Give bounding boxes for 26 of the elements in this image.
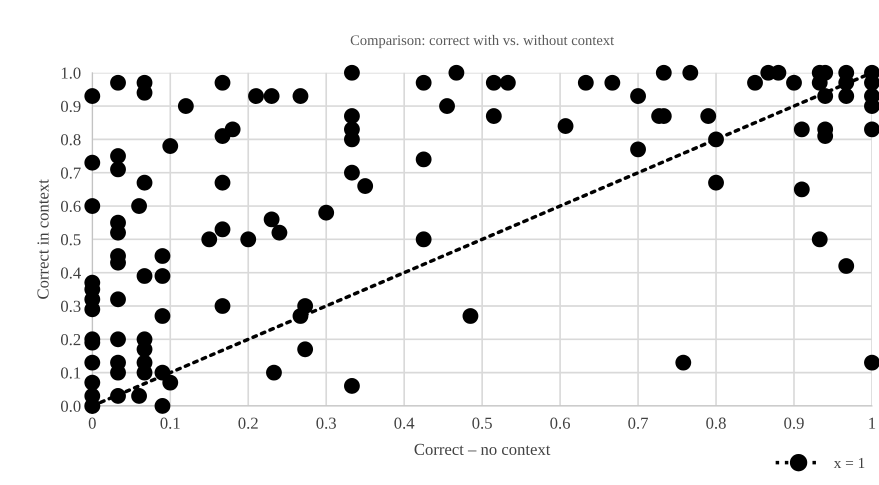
chart-title: Comparison: correct with vs. without context — [350, 34, 614, 48]
x-tick-label: 0.3 — [316, 418, 336, 429]
x-tick-label: 0.6 — [550, 418, 570, 429]
y-tick-label: 0.7 — [60, 167, 81, 179]
legend-label: x = 1 — [834, 458, 864, 468]
y-tick-label: 0.0 — [60, 400, 81, 412]
x-tick-label: 0.5 — [472, 418, 492, 429]
y-tick-label: 0.9 — [60, 100, 80, 112]
x-tick-label: 0.2 — [238, 418, 258, 429]
y-tick-label: 0.5 — [60, 234, 81, 246]
y-tick-label: 0.6 — [60, 200, 81, 212]
x-axis-title: Correct – no context — [414, 444, 550, 456]
y-axis-title: Correct in context — [37, 179, 49, 299]
x-tick-label: 0.1 — [160, 418, 180, 429]
y-tick-label: 1.0 — [62, 67, 81, 79]
y-tick-label: 0.3 — [60, 300, 81, 312]
x-tick-label: 0 — [88, 418, 96, 429]
y-tick-label: 0.4 — [60, 267, 81, 279]
x-tick-label: 0.8 — [706, 418, 726, 429]
x-tick-label: 1 — [869, 418, 876, 429]
y-tick-label: 0.8 — [60, 134, 81, 146]
x-tick-label: 0.7 — [628, 418, 648, 429]
x-tick-label: 0.9 — [784, 418, 804, 429]
y-tick-label: 0.1 — [60, 367, 80, 379]
x-tick-label: 0.4 — [394, 418, 414, 429]
y-tick-label: 0.2 — [60, 334, 80, 346]
